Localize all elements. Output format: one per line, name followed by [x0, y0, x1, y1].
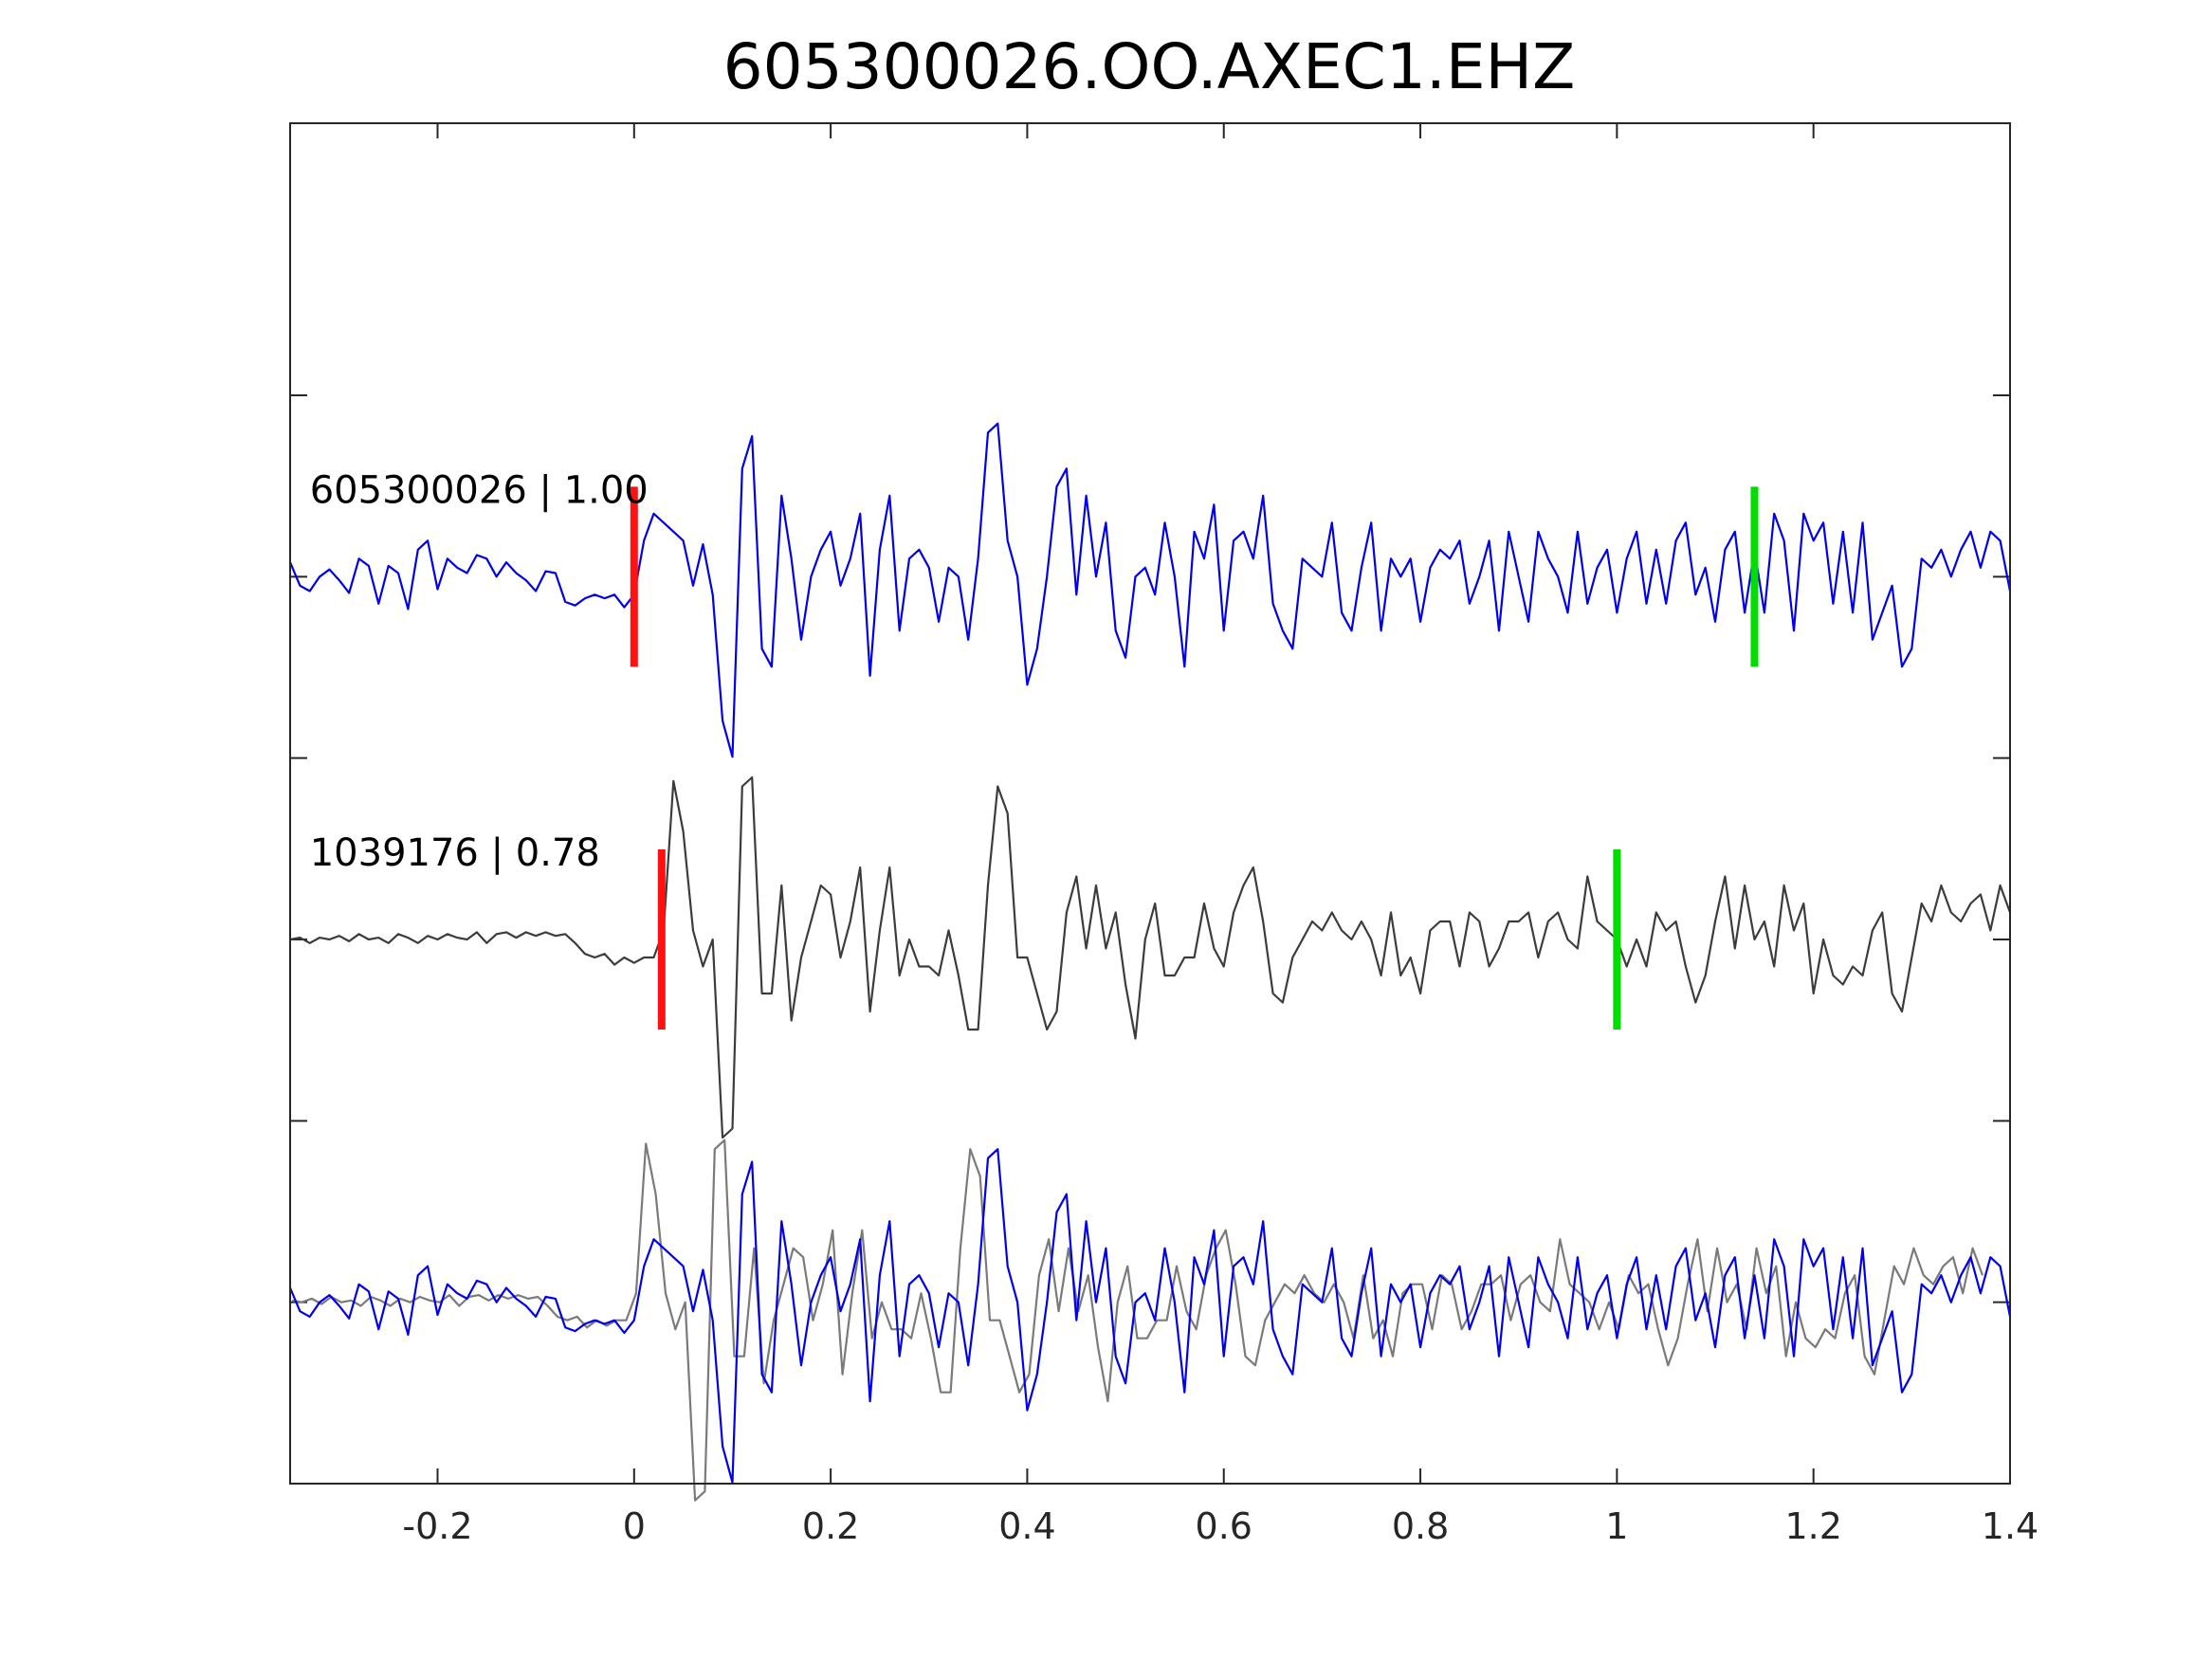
trace-reference-waveform — [289, 775, 2012, 1139]
trace-label-reference: 1039176 | 0.78 — [310, 831, 600, 875]
phase-picks — [630, 486, 1759, 1030]
x-tick-label: 0.8 — [1392, 1505, 1449, 1547]
axis-ticks: -0.2 0 0.2 0.4 0.6 0.8 1 1.2 1.4 — [290, 123, 2038, 1547]
plot-frame — [289, 122, 2011, 1485]
trace-lines — [288, 422, 2012, 1502]
x-tick-label: 0.2 — [802, 1505, 859, 1547]
x-tick-label: 1.4 — [1982, 1505, 2038, 1547]
trace-labels: 605300026 | 1.00 1039176 | 0.78 — [310, 468, 649, 875]
chart-title: 605300026.OO.AXEC1.EHZ — [723, 30, 1576, 103]
x-tick-label: -0.2 — [402, 1505, 472, 1547]
overlay-reference-waveform — [291, 1139, 1984, 1502]
x-tick-label: 1.2 — [1784, 1505, 1841, 1547]
x-tick-label: 0.6 — [1196, 1505, 1252, 1547]
x-tick-label: 0.4 — [998, 1505, 1055, 1547]
x-tick-label: 1 — [1605, 1505, 1628, 1547]
overlay-main-waveform — [288, 1148, 2012, 1484]
trace-label-main: 605300026 | 1.00 — [310, 468, 649, 512]
trace-main-waveform — [288, 422, 2012, 758]
x-tick-label: 0 — [623, 1505, 646, 1547]
